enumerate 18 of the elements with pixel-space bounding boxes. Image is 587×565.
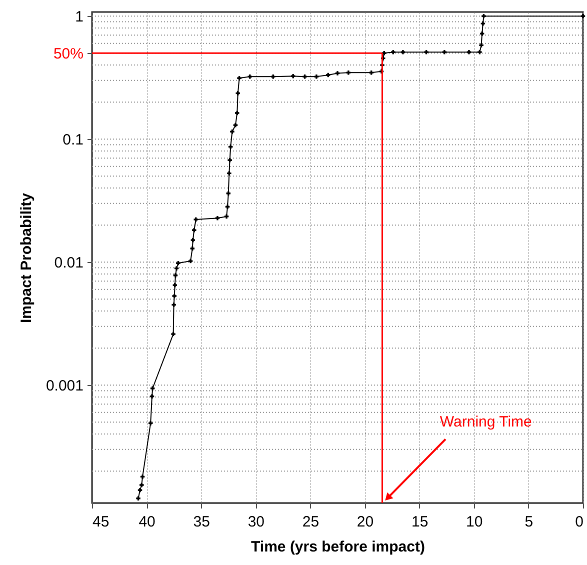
- y-tick-label: 1: [75, 8, 84, 26]
- x-tick-label: 0: [575, 514, 584, 530]
- y-tick-label: 0.01: [54, 254, 84, 272]
- x-tick-label: 5: [524, 514, 534, 530]
- x-tick-label: 10: [466, 514, 483, 530]
- x-tick-label: 25: [302, 514, 320, 530]
- y-tick-label: 50%: [53, 46, 84, 63]
- y-axis-title: Impact Probability: [18, 192, 35, 324]
- x-axis-title: Time (yrs before impact): [251, 538, 425, 556]
- annotation: Warning Time: [440, 413, 532, 430]
- y-tick-label: 0.001: [46, 378, 84, 395]
- x-tick-label: 40: [138, 514, 156, 530]
- y-tick-label: 0.1: [62, 132, 84, 149]
- x-tick-label: 35: [193, 514, 210, 530]
- x-tick-label: 20: [356, 514, 374, 530]
- x-tick-label: 15: [411, 514, 428, 530]
- x-tick-label: 30: [248, 514, 265, 530]
- x-tick-label: 45: [92, 514, 110, 530]
